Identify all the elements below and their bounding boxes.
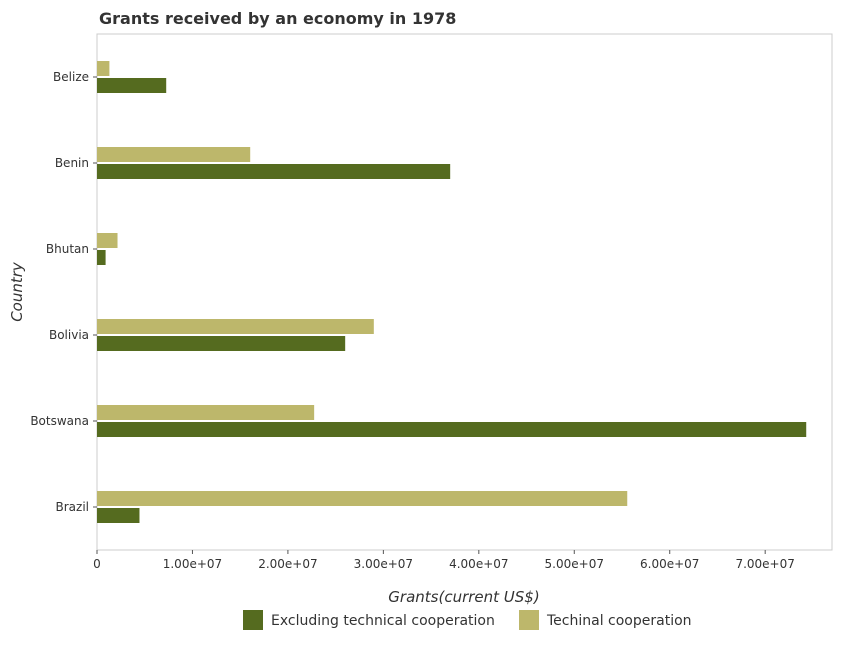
bar-bolivia-series-2 [97, 319, 374, 334]
bar-bolivia-series-1 [97, 336, 346, 351]
bar-benin-series-1 [97, 164, 451, 179]
bar-botswana-series-1 [97, 422, 807, 437]
legend-swatch-series-2 [519, 610, 539, 630]
x-tick-label: 1.00e+07 [163, 557, 222, 571]
bar-botswana-series-2 [97, 405, 315, 420]
y-tick-label-botswana: Botswana [30, 414, 89, 428]
x-tick-label: 7.00e+07 [735, 557, 794, 571]
legend-swatch-series-1 [243, 610, 263, 630]
x-tick-label: 3.00e+07 [354, 557, 413, 571]
plot-area [96, 33, 833, 551]
x-axis: 0 1.00e+07 2.00e+07 3.00e+07 4.00e+07 5.00e+0… [93, 550, 795, 571]
x-tick-label: 4.00e+07 [449, 557, 508, 571]
bar-brazil-series-2 [97, 491, 628, 506]
bar-bhutan-series-1 [97, 250, 106, 265]
y-tick-label-benin: Benin [55, 156, 89, 170]
x-tick-label: 0 [93, 557, 101, 571]
bar-brazil-series-1 [97, 508, 140, 523]
x-tick-label: 2.00e+07 [258, 557, 317, 571]
bar-benin-series-2 [97, 147, 251, 162]
bar-bhutan-series-2 [97, 233, 118, 248]
y-axis-title: Country [8, 261, 26, 322]
y-tick-label-bhutan: Bhutan [46, 242, 89, 256]
y-axis: Belize Benin Bhutan Bolivia Botswana Brazil [30, 70, 97, 514]
x-tick-label: 5.00e+07 [545, 557, 604, 571]
y-tick-label-brazil: Brazil [56, 500, 90, 514]
bar-belize-series-2 [97, 61, 110, 76]
x-axis-title: Grants(current US$) [388, 588, 539, 606]
y-tick-label-belize: Belize [53, 70, 89, 84]
legend-label-series-1: Excluding technical cooperation [271, 613, 495, 629]
legend: Excluding technical cooperation Techinal … [243, 610, 692, 630]
x-tick-label: 6.00e+07 [640, 557, 699, 571]
chart-title: Grants received by an economy in 1978 [99, 9, 456, 28]
bar-belize-series-1 [97, 78, 167, 93]
legend-label-series-2: Techinal cooperation [546, 613, 692, 629]
bars-group [97, 61, 807, 523]
y-tick-label-bolivia: Bolivia [49, 328, 89, 342]
